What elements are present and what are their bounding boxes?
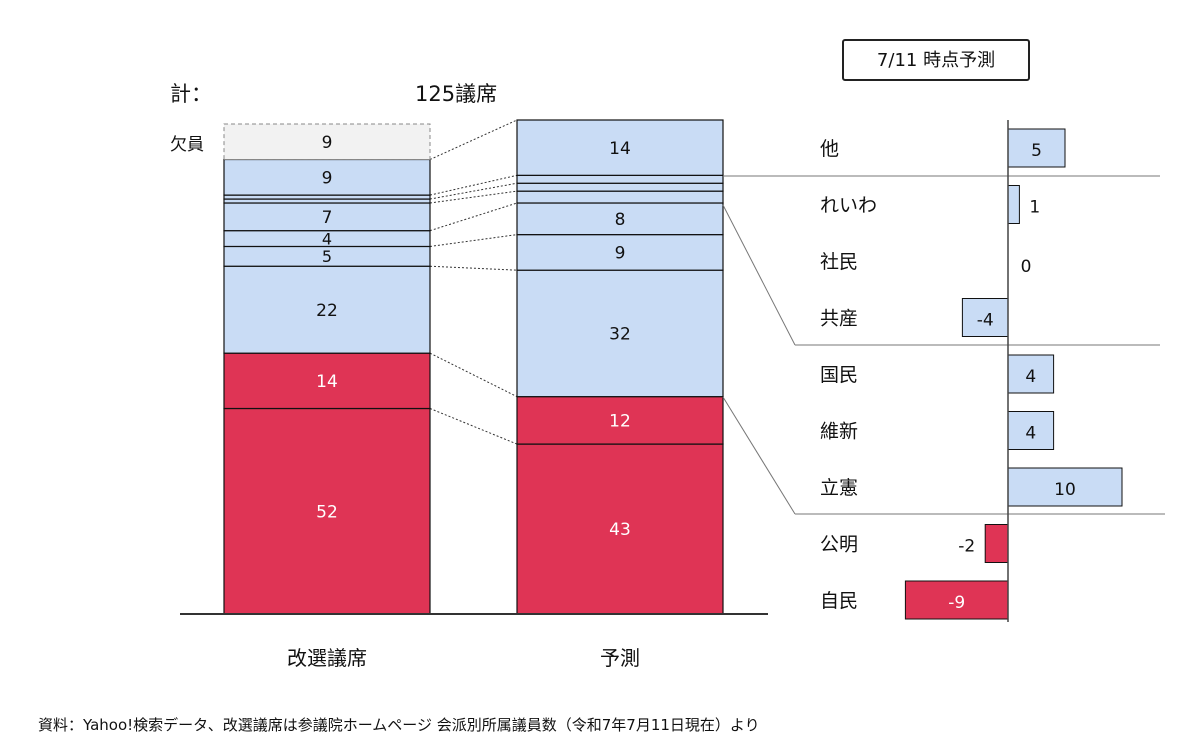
forecast-segment-label-3: 9 — [615, 244, 626, 264]
change-category-4: 国民 — [820, 364, 858, 386]
connector-line-7 — [429, 174, 518, 196]
forecast-segment-label-1: 12 — [609, 411, 631, 431]
change-bar-8 — [904, 580, 1009, 620]
forecast-segment-label-0: 43 — [609, 520, 631, 540]
current-segment-1 — [223, 352, 431, 410]
connector-line-5 — [429, 190, 518, 204]
current-segment-label-9: 9 — [322, 133, 333, 153]
change-category-7: 公明 — [820, 534, 858, 556]
seat-change-bar-chart: 他 5 れいわ 1 社民 0 共産 -4 国民 4 維新 4 立憲 10 公明 -2 自民 -9 — [722, 128, 1165, 620]
connector-line-6 — [429, 182, 518, 200]
forecast-segment-5 — [516, 190, 724, 204]
change-bar-7 — [984, 524, 1009, 563]
current-segment-label-5: 7 — [322, 208, 333, 228]
change-value-5: 4 — [1025, 424, 1036, 444]
change-category-8: 自民 — [820, 590, 858, 612]
change-category-2: 社民 — [820, 251, 858, 273]
change-category-0: 他 — [820, 138, 839, 160]
connector-line-2 — [429, 265, 518, 271]
change-value-6: 10 — [1054, 480, 1076, 500]
change-value-0: 5 — [1031, 141, 1042, 161]
forecast-segment-6 — [516, 182, 724, 192]
vacant-label: 欠員 — [170, 135, 204, 155]
current-segment-label-8: 9 — [322, 168, 333, 188]
current-segment-label-2: 22 — [316, 301, 338, 321]
change-bar-6 — [1007, 467, 1123, 507]
change-bar-1 — [1007, 185, 1020, 224]
change-bar-3 — [961, 298, 1009, 337]
group-leader-0 — [722, 204, 796, 346]
bar-connector-lines — [429, 119, 518, 445]
change-value-2: 0 — [1021, 257, 1032, 277]
forecast-segment-7 — [516, 174, 724, 184]
forecast-date-title: 7/11 時点予測 — [877, 50, 995, 71]
current-segment-label-3: 5 — [322, 247, 332, 266]
forecast-segment-0 — [516, 443, 724, 615]
forecast-segment-label-2: 32 — [609, 325, 631, 345]
current-seats-bar: 52 14 22 547 9 9 — [223, 123, 431, 615]
forecast-segment-label-4: 8 — [615, 210, 626, 230]
current-segment-label-0: 52 — [316, 502, 338, 522]
current-segment-label-4: 4 — [322, 229, 332, 248]
forecast-segment-2 — [516, 269, 724, 398]
forecast-segment-8 — [516, 119, 724, 176]
category-label-forecast: 予測 — [600, 646, 640, 670]
current-segment-5 — [223, 202, 431, 232]
forecast-date-box — [842, 39, 1030, 81]
group-leader-1 — [722, 396, 796, 515]
change-category-1: れいわ — [820, 195, 877, 217]
category-label-current: 改選議席 — [287, 646, 367, 670]
change-bar-4 — [1007, 354, 1055, 394]
forecast-segment-label-8: 14 — [609, 139, 631, 159]
change-value-3: -4 — [977, 311, 994, 331]
change-value-7: -2 — [958, 537, 975, 557]
forecast-segment-4 — [516, 202, 724, 236]
total-value: 125議席 — [415, 82, 497, 106]
connector-line-1 — [429, 352, 518, 398]
current-segment-8 — [223, 158, 431, 196]
forecast-segment-1 — [516, 396, 724, 445]
current-segment-label-1: 14 — [316, 372, 338, 392]
connector-line-top — [429, 119, 518, 160]
current-segment-9 — [223, 123, 431, 161]
forecast-segment-3 — [516, 234, 724, 271]
change-category-5: 維新 — [820, 421, 858, 443]
total-label: 計： — [170, 82, 212, 106]
change-bar-5 — [1007, 411, 1055, 450]
change-value-4: 4 — [1025, 367, 1036, 387]
change-category-3: 共産 — [820, 308, 858, 330]
source-note: 資料：Yahoo!検索データ、改選議席は参議院ホームページ 会派別所属議員数（令… — [38, 716, 760, 734]
change-value-8: -9 — [948, 593, 965, 613]
connector-line-3 — [429, 234, 518, 247]
change-value-1: 1 — [1029, 198, 1040, 218]
connector-line-0 — [429, 408, 518, 445]
connector-line-4 — [429, 202, 518, 232]
forecast-seats-bar: 43 12 32 9 8 14 — [516, 119, 724, 615]
change-category-6: 立憲 — [820, 477, 858, 499]
